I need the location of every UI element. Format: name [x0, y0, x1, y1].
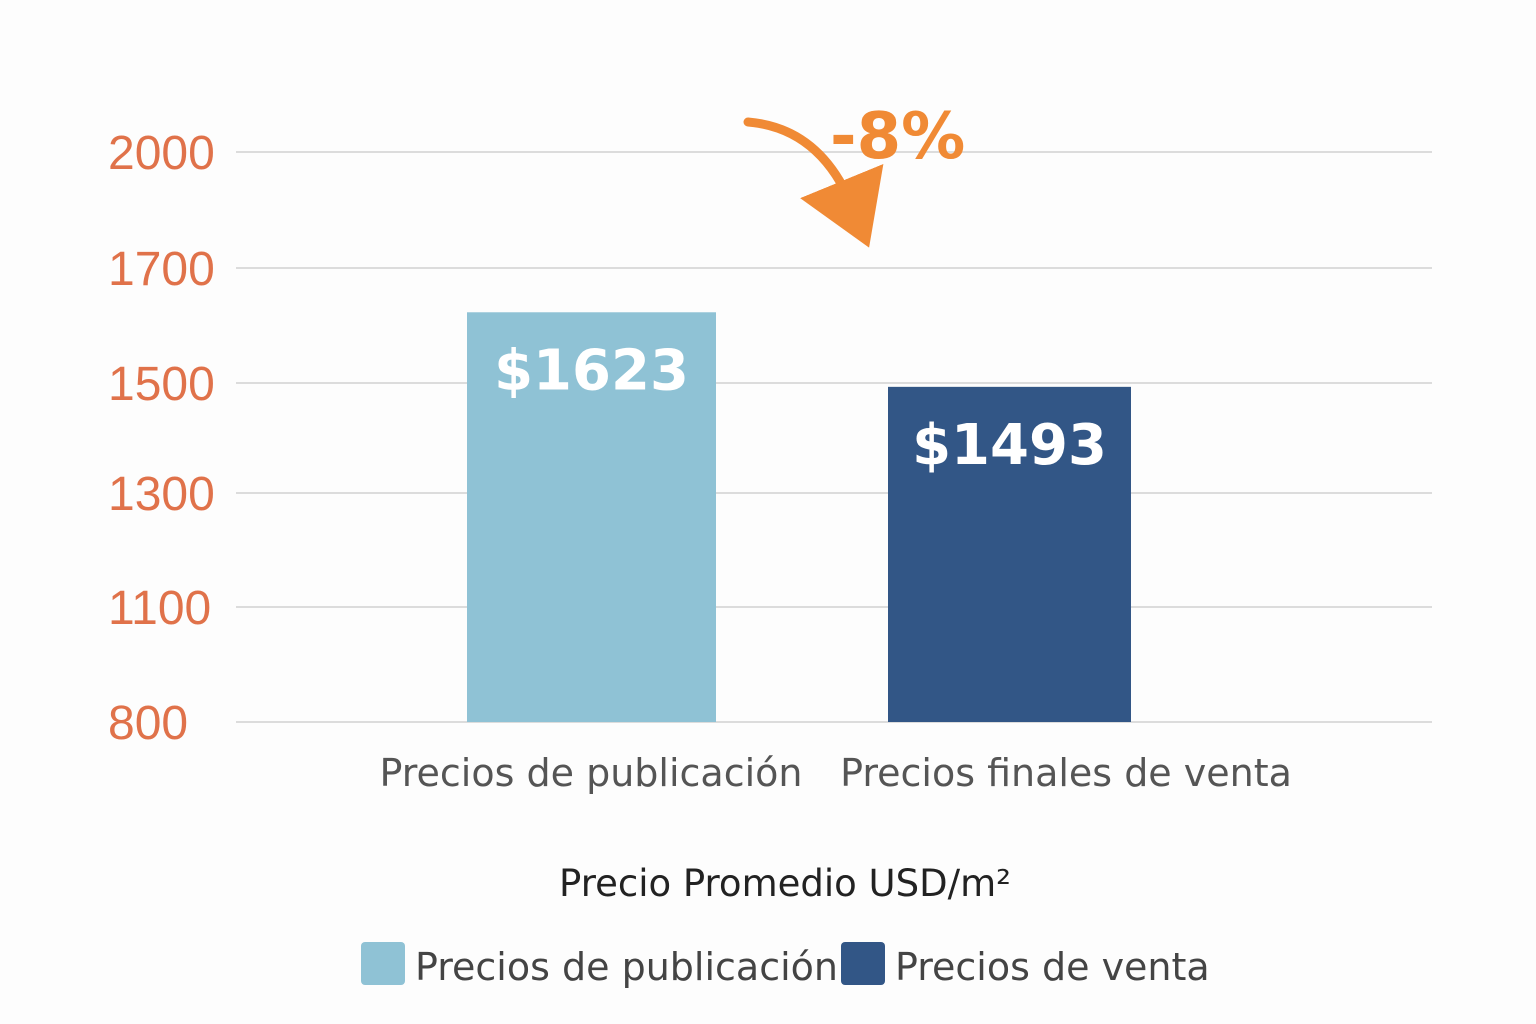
legend-swatch-2	[841, 942, 885, 985]
y-axis-ticks: 800 1100 1300 1500 1700 2000	[108, 127, 215, 750]
y-tick-label: 1100	[108, 582, 211, 635]
y-tick-label: 800	[108, 697, 188, 750]
y-tick-label: 1500	[108, 358, 215, 411]
category-label-2: Precios finales de venta	[840, 751, 1292, 795]
y-tick-label: 1300	[108, 468, 215, 521]
legend: Precios de publicación Precios de venta	[361, 942, 1210, 989]
change-annotation: -8%	[830, 100, 965, 174]
y-tick-label: 2000	[108, 127, 215, 180]
gridlines	[236, 151, 1432, 723]
bar-2	[888, 386, 1131, 722]
decrease-arrow	[743, 117, 884, 248]
legend-label-1: Precios de publicación	[415, 945, 838, 989]
category-label-1: Precios de publicación	[380, 751, 803, 795]
data-label-2: $1493	[912, 413, 1107, 478]
data-labels: $1623 $1493	[494, 338, 1107, 478]
legend-label-2: Precios de venta	[895, 945, 1210, 989]
x-axis-title: Precio Promedio USD/m²	[559, 862, 1011, 905]
bar-1	[467, 312, 716, 722]
data-label-1: $1623	[494, 338, 689, 403]
category-labels: Precios de publicación Precios finales de…	[380, 751, 1292, 795]
y-tick-label: 1700	[108, 243, 215, 296]
legend-swatch-1	[361, 942, 405, 985]
bars	[467, 312, 1131, 722]
